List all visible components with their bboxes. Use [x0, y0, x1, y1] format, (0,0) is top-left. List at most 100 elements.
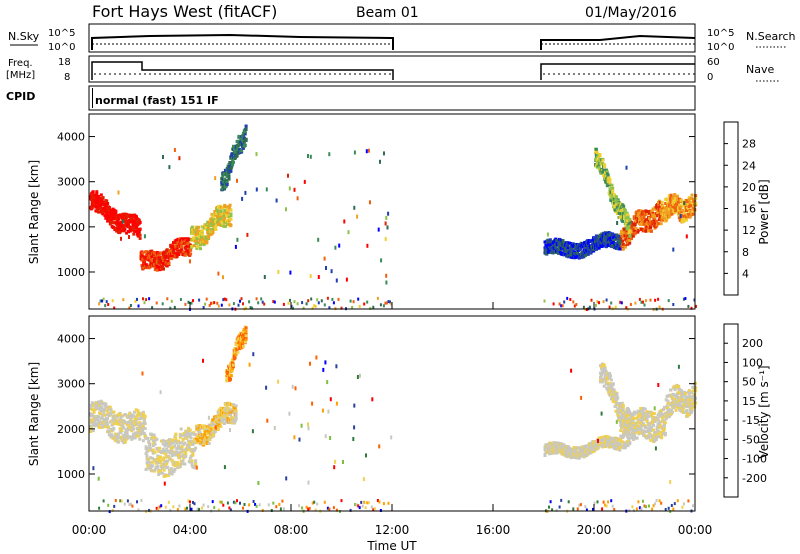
echo-cell: [628, 241, 632, 245]
echo-cell: [211, 229, 215, 233]
echo-cell: [611, 383, 615, 387]
echo-cell: [631, 426, 635, 430]
echo-cell: [611, 193, 615, 197]
echo-cell: [241, 333, 245, 337]
echo-cell: [164, 255, 168, 259]
scatter-cell: [255, 187, 258, 192]
echo-cell: [663, 431, 667, 435]
echo-cell: [141, 431, 144, 435]
echo-cell: [662, 408, 665, 411]
echo-cell: [89, 424, 92, 428]
echo-cell: [633, 436, 637, 440]
echo-cell: [679, 398, 682, 402]
scatter-cell: [366, 243, 369, 248]
echo-cell: [625, 211, 629, 215]
echo-cell: [112, 422, 116, 426]
echo-cell: [669, 193, 673, 197]
echo-cell: [633, 232, 637, 236]
near-range-cell: [143, 301, 146, 305]
echo-cell: [94, 405, 98, 409]
echo-cell: [623, 208, 627, 212]
echo-cell: [141, 410, 145, 414]
echo-cell: [99, 193, 103, 197]
echo-cell: [150, 255, 154, 259]
echo-cell: [121, 423, 125, 427]
echo-cell: [244, 334, 248, 338]
echo-cell: [137, 230, 141, 234]
echo-cell: [555, 451, 559, 455]
echo-cell: [667, 205, 671, 209]
echo-cell: [625, 413, 629, 417]
echo-cell: [93, 420, 97, 424]
echo-cell: [193, 466, 197, 470]
echo-cell: [604, 382, 608, 386]
echo-cell: [159, 469, 162, 473]
near-range-cell: [105, 300, 108, 304]
near-range-cell: [184, 302, 187, 306]
echo-cell: [564, 252, 568, 256]
echo-cell: [620, 206, 624, 210]
echo-cell: [139, 417, 143, 420]
echo-cell: [625, 219, 629, 223]
echo-cell: [603, 241, 607, 244]
echo-cell: [611, 392, 615, 396]
echo-cell: [176, 237, 180, 241]
echo-cell: [202, 442, 206, 446]
echo-cell: [569, 448, 573, 451]
near-range-cell: [625, 306, 628, 310]
echo-cell: [212, 423, 216, 427]
echo-cell: [222, 214, 226, 218]
echo-cell: [688, 203, 692, 207]
echo-cell: [233, 356, 237, 360]
echo-cell: [691, 209, 695, 213]
echo-cell: [197, 229, 201, 233]
echo-cell: [195, 239, 199, 243]
near-range-cell: [113, 306, 116, 310]
echo-cell: [103, 408, 107, 412]
echo-cell: [585, 247, 589, 251]
echo-cell: [666, 211, 670, 214]
echo-cell: [598, 169, 602, 173]
echo-cell: [130, 413, 134, 417]
echo-cell: [167, 473, 171, 477]
echo-cell: [621, 440, 625, 444]
colorbar-tick-label: 20: [742, 181, 756, 194]
echo-cell: [136, 411, 140, 415]
echo-cell: [184, 454, 188, 458]
echo-cell: [111, 418, 115, 422]
echo-cell: [604, 170, 607, 174]
echo-cell: [549, 243, 553, 247]
near-range-cell: [99, 299, 102, 303]
echo-cell: [623, 211, 627, 215]
echo-cell: [140, 412, 144, 416]
scatter-cell: [287, 173, 289, 178]
echo-cell: [543, 240, 547, 244]
echo-cell: [600, 232, 604, 236]
echo-cell: [94, 423, 98, 427]
echo-cell: [223, 209, 227, 212]
echo-cell: [613, 390, 617, 394]
echo-cell: [235, 144, 239, 148]
echo-cell: [624, 224, 628, 228]
echo-cell: [684, 214, 688, 218]
echo-cell: [161, 439, 165, 443]
echo-cell: [220, 183, 224, 187]
near-range-cell: [667, 299, 670, 303]
echo-cell: [162, 456, 166, 460]
near-range-cell: [566, 296, 569, 300]
echo-cell: [178, 450, 182, 454]
echo-cell: [683, 410, 687, 414]
near-range-cell: [595, 303, 597, 307]
echo-cell: [606, 173, 610, 177]
near-range-cell: [104, 304, 107, 308]
echo-cell: [227, 407, 231, 411]
echo-cell: [107, 210, 110, 214]
near-range-cell: [387, 300, 390, 304]
echo-cell: [616, 411, 620, 415]
near-range-cell: [211, 301, 214, 305]
echo-cell: [159, 450, 163, 454]
nsearch-tick-top: 10^5: [707, 28, 734, 39]
echo-cell: [125, 429, 129, 433]
near-range-cell: [142, 297, 144, 301]
echo-cell: [219, 209, 223, 213]
